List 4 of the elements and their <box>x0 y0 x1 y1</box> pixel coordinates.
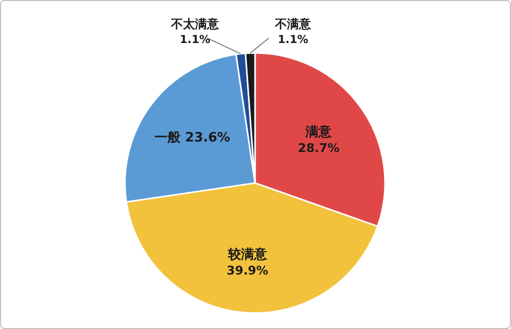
slice-label: 不太满意 <box>170 17 220 31</box>
data-label: 1.1% <box>180 33 210 46</box>
data-label: 1.1% <box>278 33 308 46</box>
slice-label: 不满意 <box>274 17 312 31</box>
